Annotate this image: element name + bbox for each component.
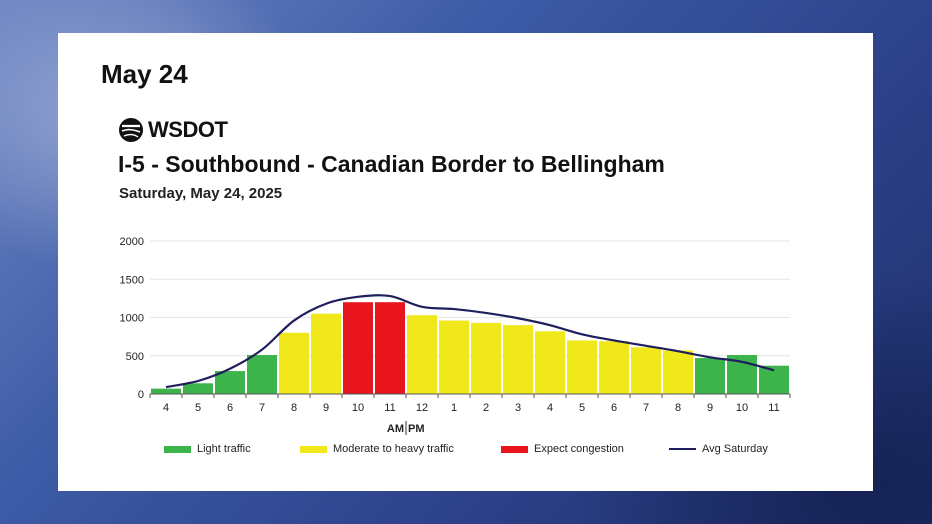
- x-tick-label: 12: [416, 402, 428, 414]
- chart-title: I-5 - Southbound - Canadian Border to Be…: [118, 151, 665, 177]
- legend-label-light: Light traffic: [197, 443, 251, 455]
- x-tick-label: 8: [291, 402, 297, 414]
- x-tick-label: 10: [736, 402, 748, 414]
- y-tick-label: 500: [126, 351, 144, 363]
- bar-congestion: [375, 302, 405, 394]
- bar-moderate: [503, 325, 533, 394]
- x-tick-label: 9: [323, 402, 329, 414]
- legend-swatch-light: [164, 445, 191, 453]
- legend-item-congestion: Expect congestion: [501, 443, 624, 455]
- bar-light: [759, 365, 789, 394]
- wsdot-logo-icon: [119, 118, 143, 142]
- wsdot-logo: WSDOT: [118, 117, 228, 143]
- legend-swatch-avg: [669, 448, 696, 450]
- x-tick-label: 8: [675, 402, 681, 414]
- bar-moderate: [663, 350, 693, 394]
- legend-item-light: Light traffic: [164, 443, 251, 455]
- avg-line: [165, 294, 775, 389]
- y-tick-label: 2000: [120, 236, 144, 248]
- x-tick-label: 11: [768, 402, 779, 414]
- x-tick-label: 9: [707, 402, 713, 414]
- bar-light: [183, 383, 213, 394]
- x-tick-label: 11: [384, 402, 395, 414]
- bar-moderate: [439, 320, 469, 394]
- legend-swatch-moderate: [300, 445, 327, 453]
- chart-subtitle: Saturday, May 24, 2025: [119, 185, 283, 202]
- y-tick-label: 1000: [120, 313, 144, 325]
- x-tick-label: 3: [515, 402, 521, 414]
- bar-moderate: [279, 332, 309, 394]
- bar-moderate: [631, 347, 661, 394]
- legend-swatch-congestion: [501, 445, 528, 453]
- x-tick-label: 2: [483, 402, 489, 414]
- legend-label-congestion: Expect congestion: [534, 443, 624, 455]
- logo-text: WSDOT: [148, 117, 228, 142]
- x-tick-label: 4: [163, 402, 169, 414]
- x-tick-label: 5: [579, 402, 585, 414]
- chart-card: May 24 WSDOT I-5 - Southbound - Canadian…: [58, 33, 873, 491]
- bar-light: [247, 354, 277, 394]
- bar-moderate: [599, 341, 629, 394]
- am-label: AM: [387, 423, 404, 435]
- bar-light: [695, 358, 725, 394]
- y-tick-label: 1500: [120, 274, 144, 286]
- x-tick-label: 10: [352, 402, 364, 414]
- bar-light: [151, 388, 181, 394]
- grid: [150, 240, 790, 357]
- bar-congestion: [343, 302, 373, 394]
- x-tick-label: 7: [259, 402, 265, 414]
- bar-moderate: [311, 313, 341, 394]
- bar-light: [215, 371, 245, 394]
- legend: Light traffic Moderate to heavy traffic …: [58, 443, 873, 459]
- bars: [151, 302, 789, 394]
- legend-item-avg: Avg Saturday: [669, 443, 768, 455]
- pm-label: PM: [408, 423, 425, 435]
- x-tick-label: 7: [643, 402, 649, 414]
- avg-saturday-line: [165, 294, 775, 389]
- x-tick-label: 6: [227, 402, 233, 414]
- x-tick-label: 6: [611, 402, 617, 414]
- x-tick-label: 4: [547, 402, 553, 414]
- x-tick-label: 1: [451, 402, 457, 414]
- page-heading: May 24: [101, 59, 188, 89]
- bar-moderate: [471, 322, 501, 394]
- x-tick-label: 5: [195, 402, 201, 414]
- bar-moderate: [535, 331, 565, 394]
- bar-moderate: [567, 340, 597, 394]
- y-tick-label: 0: [138, 389, 144, 401]
- legend-label-moderate: Moderate to heavy traffic: [333, 443, 454, 455]
- legend-label-avg: Avg Saturday: [702, 443, 768, 455]
- bar-moderate: [407, 315, 437, 394]
- legend-item-moderate: Moderate to heavy traffic: [300, 443, 454, 455]
